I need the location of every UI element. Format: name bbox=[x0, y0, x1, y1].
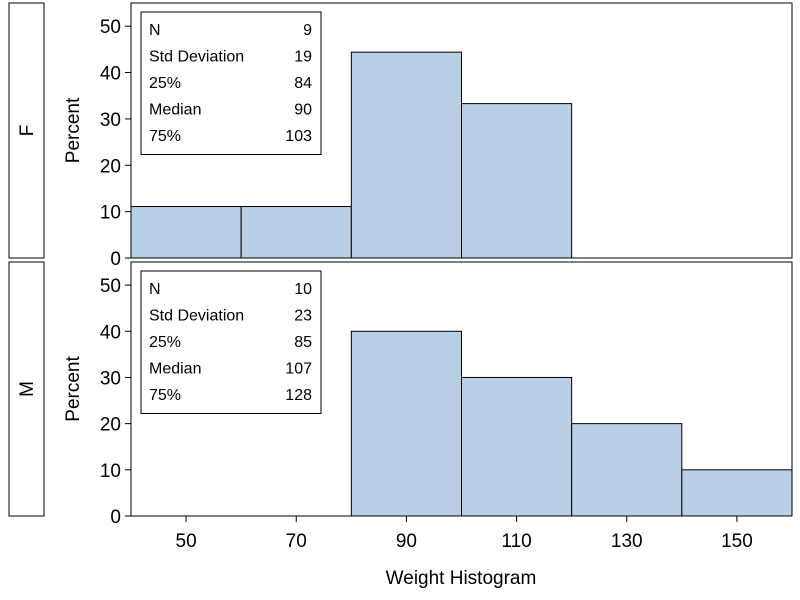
x-tick-label: 130 bbox=[611, 531, 643, 552]
stat-value: 90 bbox=[294, 102, 312, 119]
stat-label: 25% bbox=[149, 334, 181, 351]
stat-label: 75% bbox=[149, 387, 181, 404]
stat-value: 103 bbox=[285, 128, 312, 145]
y-tick-label: 50 bbox=[100, 17, 121, 38]
stat-value: 10 bbox=[294, 281, 312, 298]
plot-frame bbox=[130, 261, 793, 517]
y-tick-label: 30 bbox=[100, 110, 121, 131]
y-axis-title: Percent bbox=[63, 97, 84, 163]
stat-value: 128 bbox=[285, 387, 312, 404]
x-tick-label: 50 bbox=[176, 531, 197, 552]
x-axis: 50 70 90 110 130 150 bbox=[176, 516, 753, 552]
group-label-box bbox=[8, 2, 45, 259]
histogram-bar bbox=[571, 423, 683, 517]
y-tick-label: 20 bbox=[100, 156, 121, 177]
stat-value: 107 bbox=[285, 361, 312, 378]
y-tick-label: 50 bbox=[100, 276, 121, 297]
x-tick-label: 150 bbox=[721, 531, 753, 552]
y-tick-label: 40 bbox=[100, 322, 121, 343]
stat-label: 25% bbox=[149, 75, 181, 92]
stats-inset-box bbox=[140, 11, 322, 155]
histogram-bar bbox=[461, 103, 573, 259]
x-axis-title: Weight Histogram bbox=[386, 568, 537, 589]
stat-label: N bbox=[149, 281, 161, 298]
stat-value: 9 bbox=[303, 22, 312, 39]
histogram-bar bbox=[240, 206, 352, 259]
stat-value: 85 bbox=[294, 334, 312, 351]
stat-label: Median bbox=[149, 102, 201, 119]
stat-value: 19 bbox=[294, 49, 312, 66]
stats-inset-box bbox=[140, 270, 322, 414]
histogram-bar bbox=[350, 330, 463, 517]
group-label-box bbox=[8, 261, 45, 517]
y-tick-label: 0 bbox=[110, 249, 121, 270]
panels: F Percent 0 10 20 30 40 50 N 9 Std Deviation 19 25% 8… bbox=[8, 2, 793, 528]
stat-label: Median bbox=[149, 361, 201, 378]
x-tick-label: 90 bbox=[396, 531, 417, 552]
y-axis-title: Percent bbox=[63, 356, 84, 422]
histogram-bar bbox=[681, 469, 793, 517]
y-tick-label: 20 bbox=[100, 415, 121, 436]
panel-m: M Percent 0 10 20 30 40 50 N 10 Std Deviation 23 25%… bbox=[8, 261, 793, 528]
histogram-bar bbox=[130, 206, 242, 259]
y-tick-label: 10 bbox=[100, 203, 121, 224]
group-label: F bbox=[17, 125, 38, 137]
y-tick-label: 40 bbox=[100, 64, 121, 85]
histogram-bar bbox=[461, 376, 573, 517]
group-label: M bbox=[17, 381, 38, 397]
y-tick-label: 10 bbox=[100, 461, 121, 482]
plot-frame bbox=[130, 2, 793, 259]
panel-f: F Percent 0 10 20 30 40 50 N 9 Std Deviation 19 25% 8… bbox=[8, 2, 793, 270]
stat-label: Std Deviation bbox=[149, 49, 244, 66]
stat-value: 23 bbox=[294, 308, 312, 325]
stat-label: 75% bbox=[149, 128, 181, 145]
stat-label: N bbox=[149, 22, 161, 39]
stat-label: Std Deviation bbox=[149, 308, 244, 325]
stat-value: 84 bbox=[294, 75, 312, 92]
stats-inset: N 10 Std Deviation 23 25% 85 Median 107 75% 128 bbox=[140, 270, 322, 414]
y-tick-label: 0 bbox=[110, 507, 121, 528]
histogram-bar bbox=[350, 51, 463, 259]
y-tick-label: 30 bbox=[100, 368, 121, 389]
x-tick-label: 70 bbox=[286, 531, 307, 552]
x-tick-label: 110 bbox=[501, 531, 531, 552]
stats-inset: N 9 Std Deviation 19 25% 84 Median 90 75% 103 bbox=[140, 11, 322, 155]
